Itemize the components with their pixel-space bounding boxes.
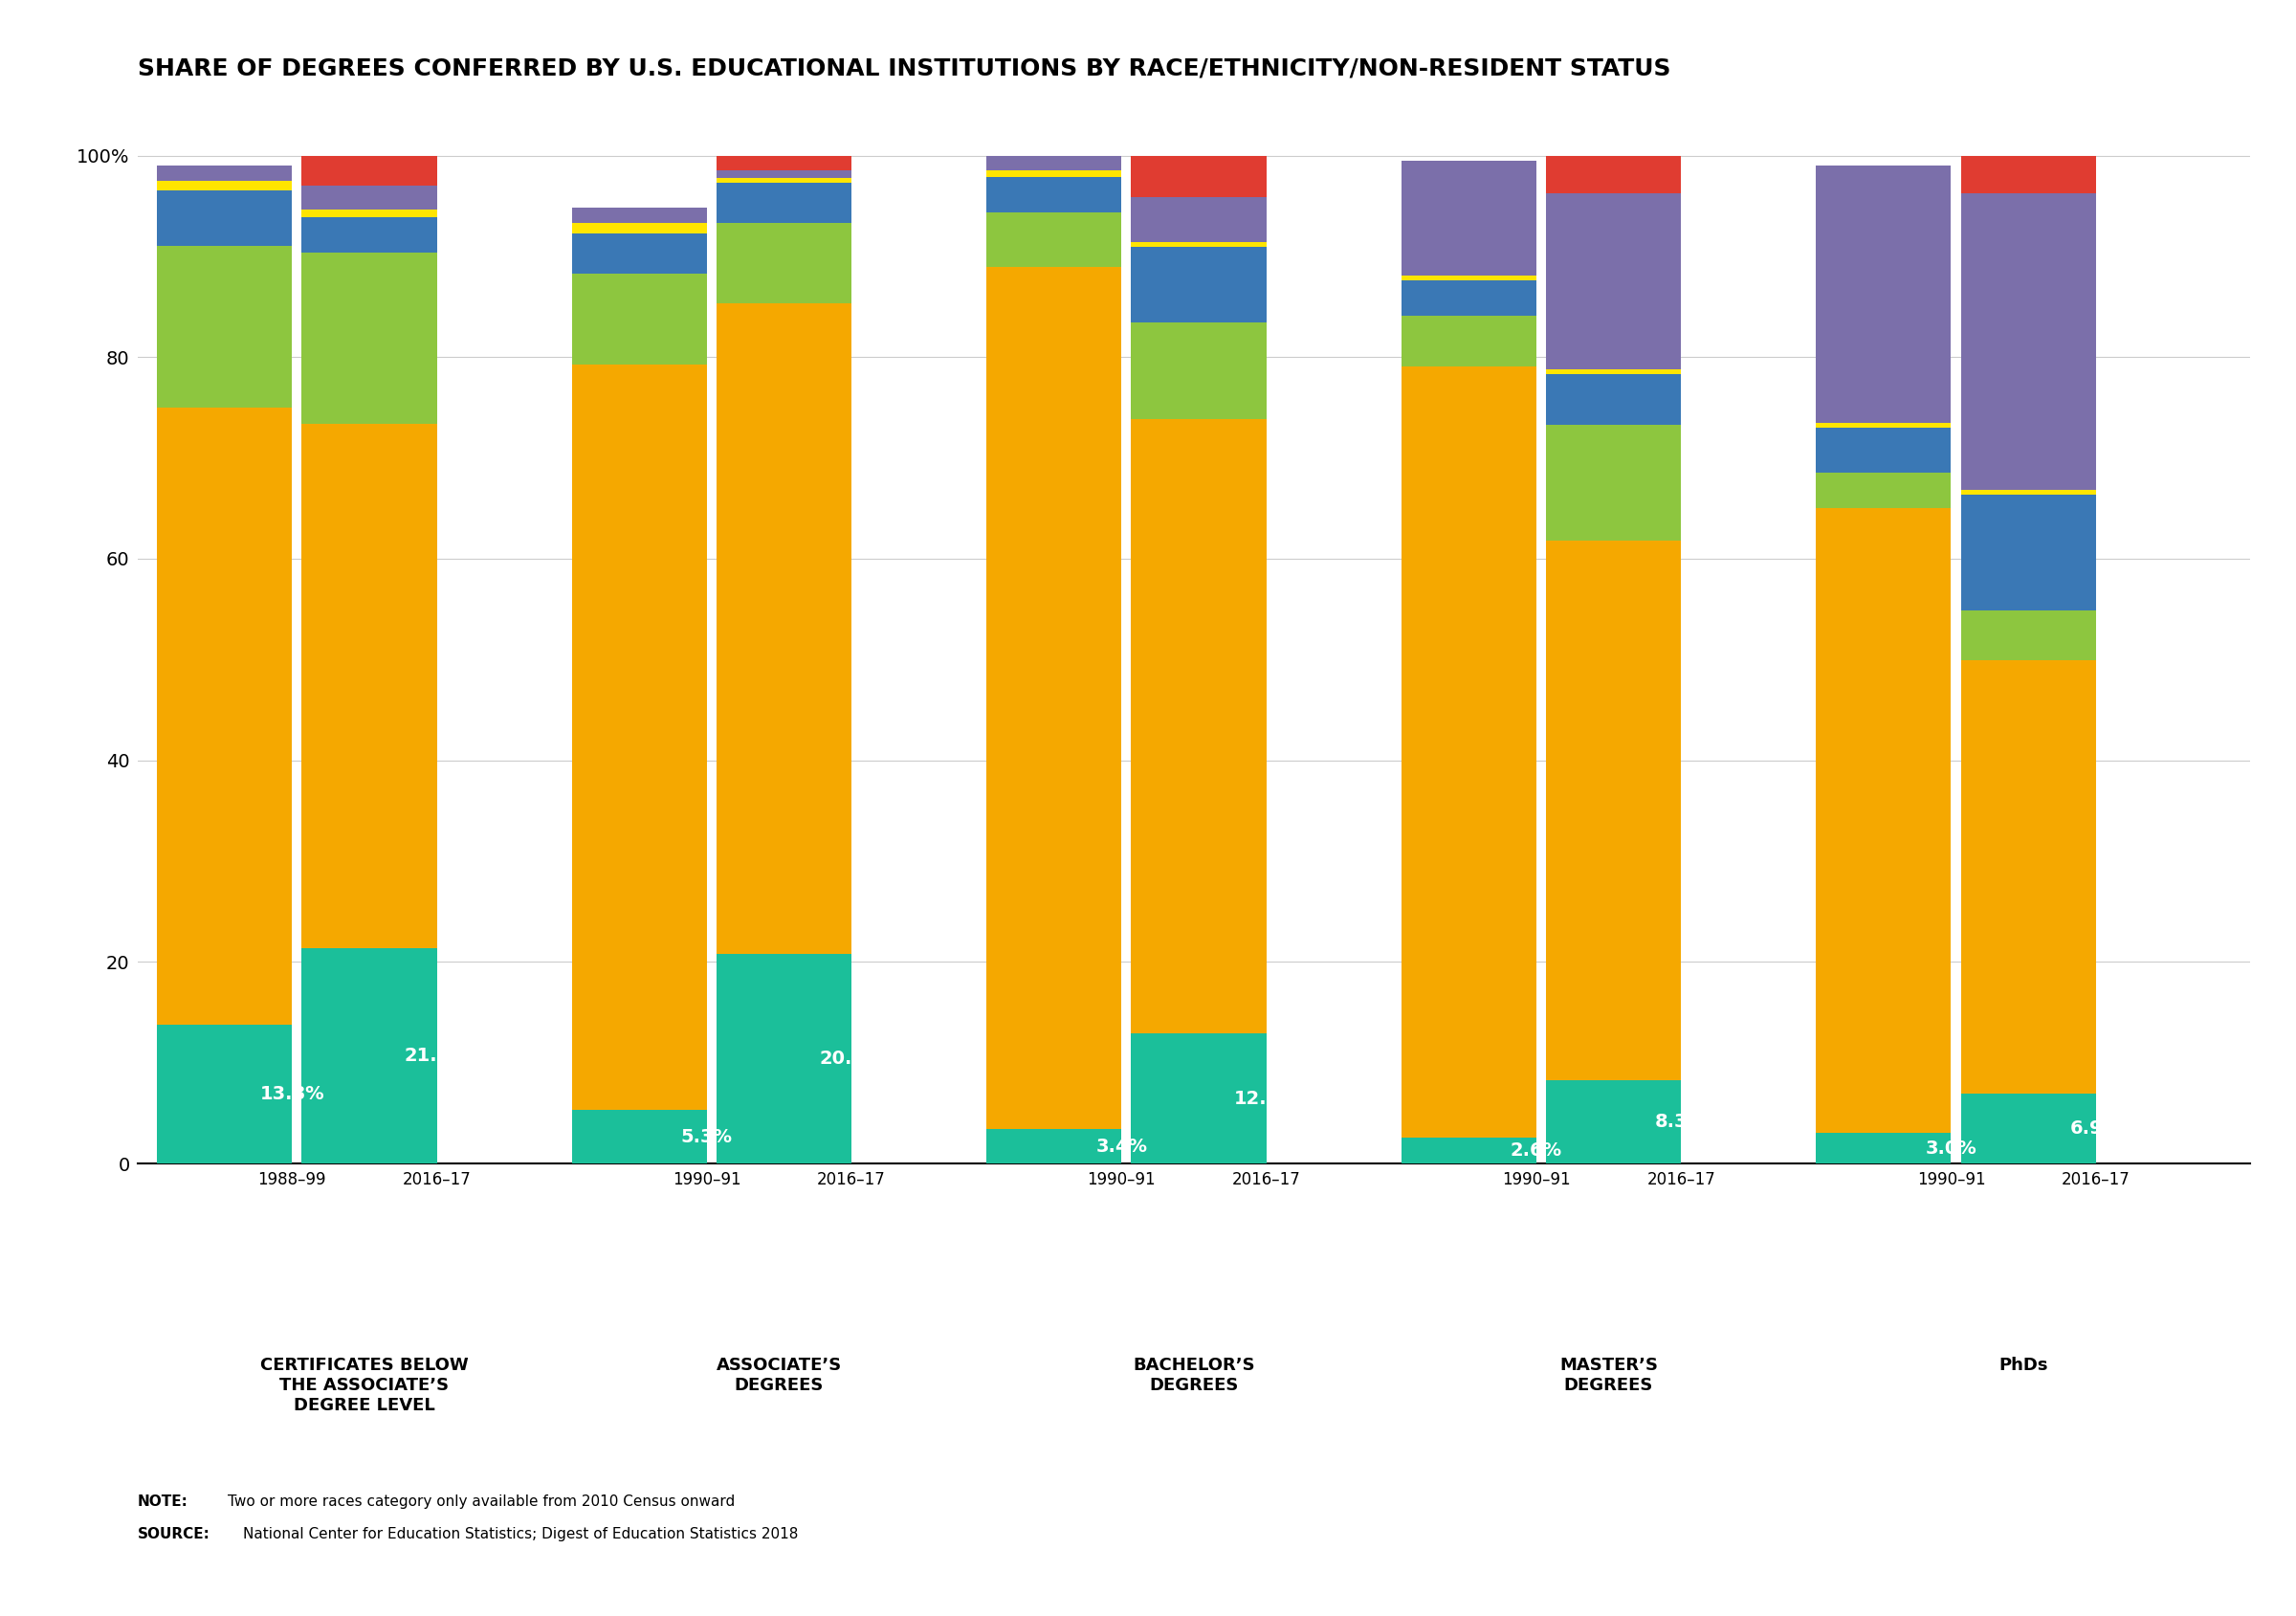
Text: National Center for Education Statistics; Digest of Education Statistics 2018: National Center for Education Statistics… <box>243 1527 799 1542</box>
Text: MASTER’S
DEGREES: MASTER’S DEGREES <box>1559 1357 1658 1395</box>
Text: 8.3%: 8.3% <box>1655 1112 1706 1131</box>
Bar <box>572 1110 707 1164</box>
Bar <box>716 171 852 178</box>
Bar <box>1961 661 2096 1094</box>
Bar <box>1961 611 2096 661</box>
Bar <box>1132 323 1267 419</box>
Bar <box>572 273 707 364</box>
Text: 21.4%: 21.4% <box>404 1047 468 1065</box>
Text: 3.0%: 3.0% <box>1926 1139 1977 1157</box>
Text: 20.8%: 20.8% <box>820 1050 884 1068</box>
Text: SHARE OF DEGREES CONFERRED BY U.S. EDUCATIONAL INSTITUTIONS BY RACE/ETHNICITY/NO: SHARE OF DEGREES CONFERRED BY U.S. EDUCA… <box>138 57 1671 79</box>
Bar <box>301 949 436 1164</box>
Text: Two or more races category only available from 2010 Census onward: Two or more races category only availabl… <box>227 1495 735 1509</box>
Bar <box>1401 367 1536 1138</box>
Bar <box>301 252 436 423</box>
Bar <box>987 176 1120 212</box>
Bar <box>716 223 852 304</box>
Bar <box>1961 494 2096 611</box>
Bar <box>1132 197 1267 242</box>
Bar <box>572 208 707 223</box>
Bar <box>572 364 707 1110</box>
Bar <box>301 186 436 210</box>
Bar <box>572 223 707 233</box>
Bar <box>987 1130 1120 1164</box>
Bar <box>716 304 852 953</box>
Bar <box>301 217 436 252</box>
Bar <box>716 183 852 223</box>
Text: 12.9%: 12.9% <box>1233 1089 1300 1107</box>
Bar <box>1545 541 1681 1079</box>
Text: CERTIFICATES BELOW
THE ASSOCIATE’S
DEGREE LEVEL: CERTIFICATES BELOW THE ASSOCIATE’S DEGRE… <box>259 1357 468 1414</box>
Bar <box>156 1025 292 1164</box>
Bar <box>987 267 1120 1130</box>
Text: BACHELOR’S
DEGREES: BACHELOR’S DEGREES <box>1132 1357 1256 1395</box>
Bar <box>716 155 852 171</box>
Bar <box>1545 192 1681 368</box>
Text: 5.3%: 5.3% <box>682 1128 732 1146</box>
Bar <box>1401 1138 1536 1164</box>
Bar <box>1132 247 1267 323</box>
Bar <box>1545 425 1681 541</box>
Bar <box>1545 1079 1681 1164</box>
Bar <box>156 246 292 407</box>
Bar <box>156 191 292 246</box>
Bar <box>1132 1034 1267 1164</box>
Bar <box>1401 281 1536 315</box>
Bar <box>1401 160 1536 275</box>
Bar <box>301 210 436 217</box>
Bar <box>1132 155 1267 197</box>
Bar <box>1816 473 1952 509</box>
Bar <box>1545 368 1681 375</box>
Bar <box>1816 165 1952 423</box>
Bar <box>1545 155 1681 192</box>
Bar <box>301 423 436 949</box>
Bar <box>1816 509 1952 1133</box>
Bar <box>1132 419 1267 1034</box>
Bar <box>1401 315 1536 367</box>
Bar <box>156 407 292 1025</box>
Bar <box>716 178 852 183</box>
Bar <box>987 155 1120 171</box>
Bar <box>572 233 707 273</box>
Text: NOTE:: NOTE: <box>138 1495 188 1509</box>
Text: 13.8%: 13.8% <box>259 1084 324 1104</box>
Bar <box>1961 155 2096 192</box>
Bar <box>156 165 292 181</box>
Bar <box>1401 275 1536 281</box>
Bar <box>987 171 1120 176</box>
Bar <box>156 181 292 191</box>
Bar <box>1961 192 2096 490</box>
Bar <box>1545 375 1681 425</box>
Bar <box>1961 1094 2096 1164</box>
Text: 6.9%: 6.9% <box>2071 1120 2122 1138</box>
Bar <box>1816 1133 1952 1164</box>
Text: 2.6%: 2.6% <box>1511 1141 1561 1160</box>
Bar <box>301 155 436 186</box>
Bar <box>1816 428 1952 473</box>
Bar <box>1961 490 2096 494</box>
Text: SOURCE:: SOURCE: <box>138 1527 211 1542</box>
Text: PhDs: PhDs <box>2000 1357 2048 1374</box>
Bar <box>1816 423 1952 428</box>
Text: ASSOCIATE’S
DEGREES: ASSOCIATE’S DEGREES <box>716 1357 843 1395</box>
Text: 3.4%: 3.4% <box>1095 1138 1148 1155</box>
Bar <box>987 212 1120 267</box>
Bar <box>716 953 852 1164</box>
Bar <box>1132 242 1267 247</box>
